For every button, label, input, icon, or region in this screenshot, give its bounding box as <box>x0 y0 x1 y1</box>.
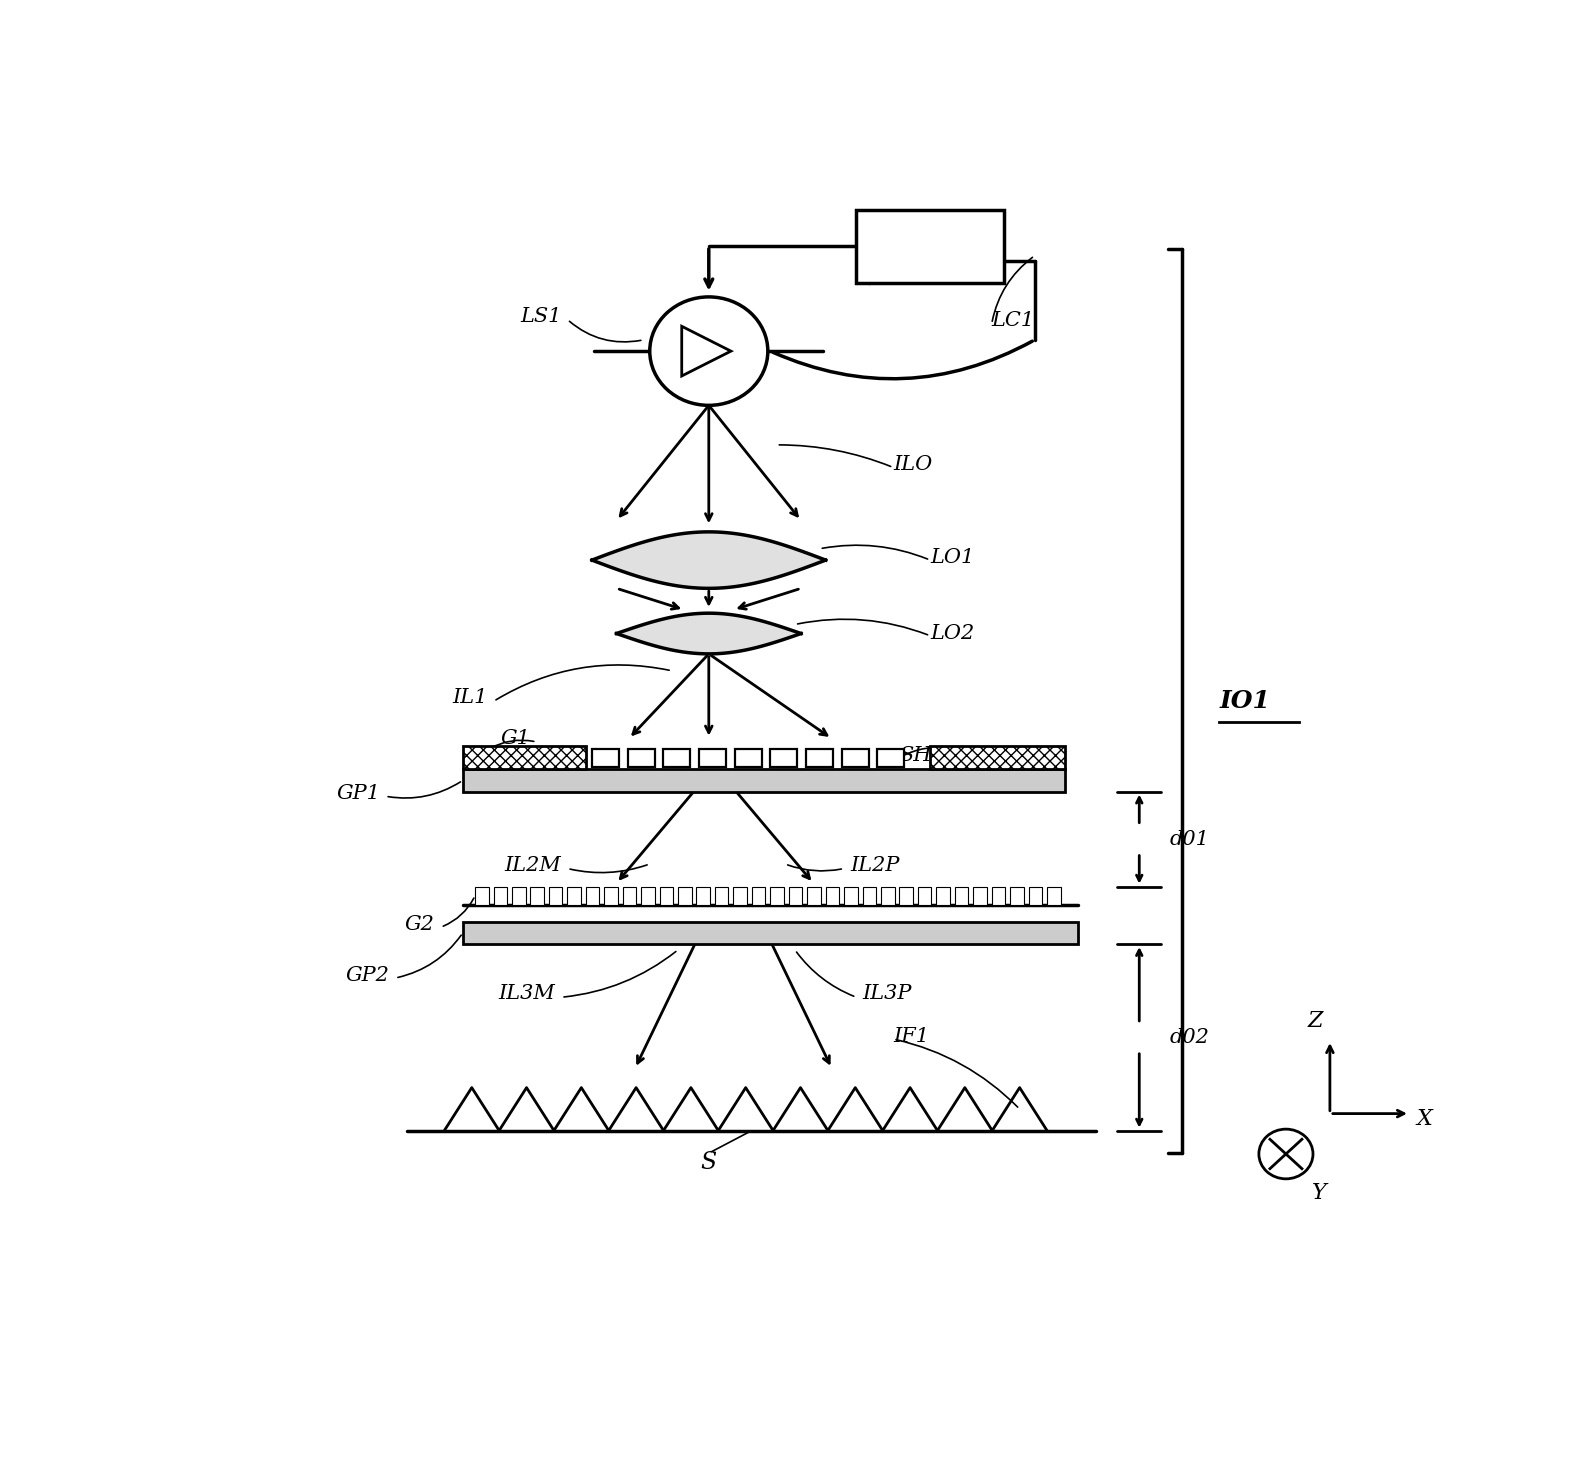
Bar <box>770 748 797 767</box>
Bar <box>463 769 1065 792</box>
Bar <box>463 921 1078 945</box>
Bar <box>752 886 765 905</box>
Text: LC1: LC1 <box>992 311 1035 330</box>
Polygon shape <box>616 613 801 654</box>
Bar <box>857 210 1005 283</box>
Polygon shape <box>592 533 825 588</box>
Text: S: S <box>701 1150 717 1174</box>
Text: GP1: GP1 <box>336 785 381 804</box>
Bar <box>678 886 692 905</box>
Bar <box>641 886 655 905</box>
Text: Z: Z <box>1308 1009 1324 1031</box>
Bar <box>806 748 833 767</box>
Text: LO2: LO2 <box>930 623 974 643</box>
Bar <box>463 747 586 769</box>
Bar <box>660 886 673 905</box>
Text: IL2P: IL2P <box>851 855 900 874</box>
Circle shape <box>1258 1130 1312 1179</box>
Bar <box>808 886 820 905</box>
Text: LO1: LO1 <box>930 549 974 568</box>
Text: d02: d02 <box>1170 1028 1209 1047</box>
Text: G2: G2 <box>405 915 435 934</box>
Bar <box>622 886 636 905</box>
Bar <box>770 886 784 905</box>
Text: SH1: SH1 <box>900 747 946 764</box>
Bar <box>1028 886 1043 905</box>
Circle shape <box>649 296 768 405</box>
Bar <box>735 748 762 767</box>
Bar <box>475 886 489 905</box>
Text: d01: d01 <box>1170 830 1209 848</box>
Bar <box>605 886 617 905</box>
Text: IL2M: IL2M <box>505 855 562 874</box>
Text: X: X <box>1417 1108 1433 1130</box>
Bar <box>930 747 1065 769</box>
Bar <box>586 886 600 905</box>
Text: LS1: LS1 <box>521 307 562 326</box>
Bar <box>841 748 868 767</box>
Bar <box>863 886 876 905</box>
Text: IL3P: IL3P <box>863 984 913 1003</box>
Bar <box>973 886 987 905</box>
Text: IF1: IF1 <box>893 1027 930 1046</box>
Bar <box>955 886 968 905</box>
Bar <box>733 886 747 905</box>
Bar <box>992 886 1005 905</box>
Text: IL3M: IL3M <box>498 984 555 1003</box>
Bar <box>627 748 655 767</box>
Text: IL1: IL1 <box>452 688 487 707</box>
Bar <box>1047 886 1060 905</box>
Bar <box>825 886 840 905</box>
Bar <box>881 886 895 905</box>
Bar <box>1009 886 1024 905</box>
Bar <box>592 748 619 767</box>
Bar <box>698 748 725 767</box>
Bar <box>917 886 932 905</box>
Bar <box>568 886 581 905</box>
Text: G1: G1 <box>500 729 530 748</box>
Text: GP2: GP2 <box>344 967 389 986</box>
Text: ILO: ILO <box>893 455 933 474</box>
Bar <box>789 886 803 905</box>
Bar <box>844 886 857 905</box>
Bar <box>697 886 709 905</box>
Bar <box>900 886 913 905</box>
Bar <box>549 886 562 905</box>
Text: Y: Y <box>1312 1182 1327 1204</box>
Bar <box>716 886 728 905</box>
Bar <box>530 886 544 905</box>
Bar <box>663 748 690 767</box>
Text: IO1: IO1 <box>1219 689 1270 713</box>
Bar <box>936 886 951 905</box>
Bar <box>878 748 905 767</box>
Bar <box>494 886 508 905</box>
Bar <box>513 886 525 905</box>
Polygon shape <box>682 326 732 376</box>
